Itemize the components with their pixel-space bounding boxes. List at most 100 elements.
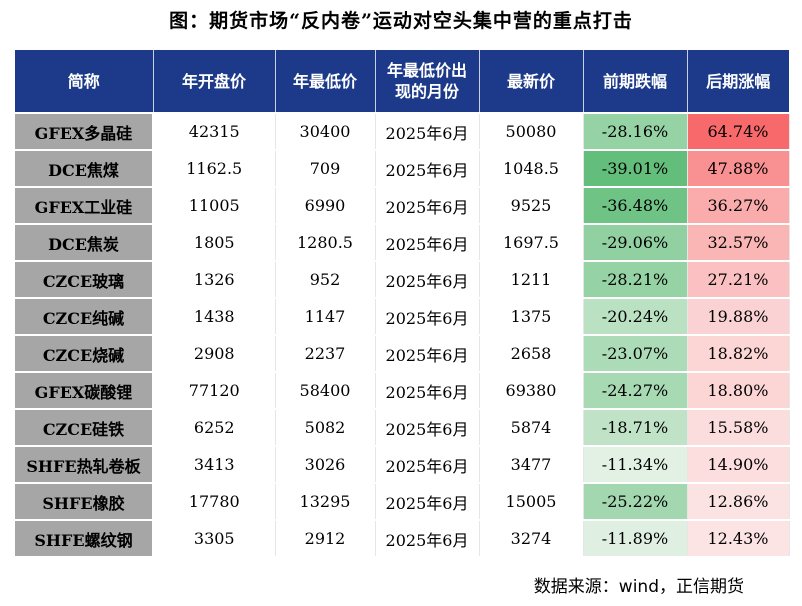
header-drop: 前期跌幅 — [583, 50, 688, 113]
cell-low: 709 — [275, 150, 376, 188]
cell-name: DCE焦炭 — [15, 224, 154, 262]
cell-name: CZCE玻璃 — [15, 261, 154, 299]
table-row: SHFE橡胶 17780 13295 2025年6月 15005 -25.22% 12.86… — [15, 483, 790, 521]
cell-open: 3413 — [153, 446, 276, 484]
table-row: DCE焦煤 1162.5 709 2025年6月 1048.5 -39.01% 47.88% — [15, 150, 790, 188]
cell-low-month: 2025年6月 — [375, 520, 480, 558]
table-row: GFEX多晶硅 42315 30400 2025年6月 50080 -28.16% 64.7… — [15, 112, 790, 151]
cell-low-month: 2025年6月 — [375, 150, 480, 188]
cell-low-month: 2025年6月 — [375, 372, 480, 410]
page-title: 图：期货市场“反内卷”运动对空头集中营的重点打击 — [169, 10, 633, 32]
cell-latest: 3477 — [479, 446, 584, 484]
cell-low: 1280.5 — [275, 224, 376, 262]
header-rise: 后期涨幅 — [687, 50, 789, 113]
cell-low: 58400 — [275, 372, 376, 410]
cell-drop: -28.21% — [583, 261, 688, 299]
cell-open: 2908 — [153, 335, 276, 373]
cell-name: SHFE热轧卷板 — [15, 446, 154, 484]
table-row: CZCE烧碱 2908 2237 2025年6月 2658 -23.07% 18.82% — [15, 335, 790, 373]
cell-low: 3026 — [275, 446, 376, 484]
cell-low: 13295 — [275, 483, 376, 521]
cell-low: 5082 — [275, 409, 376, 447]
table-row: CZCE纯碱 1438 1147 2025年6月 1375 -20.24% 19.88% — [15, 298, 790, 336]
cell-rise: 12.86% — [687, 483, 790, 521]
cell-rise: 12.43% — [687, 520, 790, 558]
cell-name: DCE焦煤 — [15, 150, 154, 188]
cell-low-month: 2025年6月 — [375, 483, 480, 521]
cell-low-month: 2025年6月 — [375, 224, 480, 262]
cell-name: CZCE硅铁 — [15, 409, 154, 447]
cell-open: 77120 — [153, 372, 276, 410]
cell-low: 6990 — [275, 187, 376, 225]
cell-open: 1438 — [153, 298, 276, 336]
cell-latest: 5874 — [479, 409, 584, 447]
header-low: 年最低价 — [275, 50, 376, 113]
cell-rise: 19.88% — [687, 298, 790, 336]
cell-low-month: 2025年6月 — [375, 446, 480, 484]
cell-rise: 64.74% — [687, 112, 790, 151]
cell-rise: 18.80% — [687, 372, 790, 410]
cell-name: SHFE橡胶 — [15, 483, 154, 521]
cell-drop: -20.24% — [583, 298, 688, 336]
cell-drop: -36.48% — [583, 187, 688, 225]
cell-low: 2237 — [275, 335, 376, 373]
cell-rise: 36.27% — [687, 187, 790, 225]
header-low-month: 年最低价出现的月份 — [375, 50, 480, 113]
cell-name: CZCE纯碱 — [15, 298, 154, 336]
table-body: GFEX多晶硅 42315 30400 2025年6月 50080 -28.16% 64.7… — [15, 112, 790, 558]
cell-rise: 15.58% — [687, 409, 790, 447]
cell-rise: 32.57% — [687, 224, 790, 262]
cell-latest: 1375 — [479, 298, 584, 336]
cell-latest: 1697.5 — [479, 224, 584, 262]
cell-low-month: 2025年6月 — [375, 298, 480, 336]
cell-open: 1805 — [153, 224, 276, 262]
cell-latest: 2658 — [479, 335, 584, 373]
cell-rise: 47.88% — [687, 150, 790, 188]
cell-low-month: 2025年6月 — [375, 112, 480, 151]
table-row: DCE焦炭 1805 1280.5 2025年6月 1697.5 -29.06% 32.57… — [15, 224, 790, 262]
cell-rise: 14.90% — [687, 446, 790, 484]
source-note: 数据来源：wind，正信期货 — [533, 577, 744, 597]
cell-open: 17780 — [153, 483, 276, 521]
cell-open: 11005 — [153, 187, 276, 225]
header-open: 年开盘价 — [153, 50, 276, 113]
table-row: SHFE螺纹钢 3305 2912 2025年6月 3274 -11.89% 12.43% — [15, 520, 790, 558]
table-row: GFEX工业硅 11005 6990 2025年6月 9525 -36.48% 36.27% — [15, 187, 790, 225]
cell-drop: -25.22% — [583, 483, 688, 521]
cell-latest: 3274 — [479, 520, 584, 558]
cell-low-month: 2025年6月 — [375, 261, 480, 299]
cell-drop: -23.07% — [583, 335, 688, 373]
cell-drop: -28.16% — [583, 112, 688, 151]
cell-low: 952 — [275, 261, 376, 299]
cell-open: 1326 — [153, 261, 276, 299]
header-latest: 最新价 — [479, 50, 584, 113]
futures-table: 简称 年开盘价 年最低价 年最低价出现的月份 最新价 前期跌幅 后期涨幅 GFE… — [15, 50, 790, 558]
cell-name: GFEX工业硅 — [15, 187, 154, 225]
header-name: 简称 — [15, 50, 154, 113]
cell-drop: -24.27% — [583, 372, 688, 410]
cell-latest: 1211 — [479, 261, 584, 299]
table-row: CZCE玻璃 1326 952 2025年6月 1211 -28.21% 27.21% — [15, 261, 790, 299]
cell-rise: 18.82% — [687, 335, 790, 373]
cell-rise: 27.21% — [687, 261, 790, 299]
cell-drop: -18.71% — [583, 409, 688, 447]
cell-low-month: 2025年6月 — [375, 187, 480, 225]
cell-name: GFEX碳酸锂 — [15, 372, 154, 410]
cell-name: GFEX多晶硅 — [15, 112, 154, 151]
cell-name: CZCE烧碱 — [15, 335, 154, 373]
cell-latest: 50080 — [479, 112, 584, 151]
table-row: CZCE硅铁 6252 5082 2025年6月 5874 -18.71% 15.58% — [15, 409, 790, 447]
cell-latest: 1048.5 — [479, 150, 584, 188]
cell-low-month: 2025年6月 — [375, 335, 480, 373]
cell-open: 3305 — [153, 520, 276, 558]
table-row: SHFE热轧卷板 3413 3026 2025年6月 3477 -11.34% 14.90% — [15, 446, 790, 484]
cell-open: 6252 — [153, 409, 276, 447]
cell-drop: -11.89% — [583, 520, 688, 558]
cell-low-month: 2025年6月 — [375, 409, 480, 447]
table-header-row: 简称 年开盘价 年最低价 年最低价出现的月份 最新价 前期跌幅 后期涨幅 — [15, 50, 789, 113]
cell-latest: 9525 — [479, 187, 584, 225]
cell-open: 42315 — [153, 112, 276, 151]
cell-name: SHFE螺纹钢 — [15, 520, 154, 558]
cell-drop: -29.06% — [583, 224, 688, 262]
cell-low: 30400 — [275, 112, 376, 151]
